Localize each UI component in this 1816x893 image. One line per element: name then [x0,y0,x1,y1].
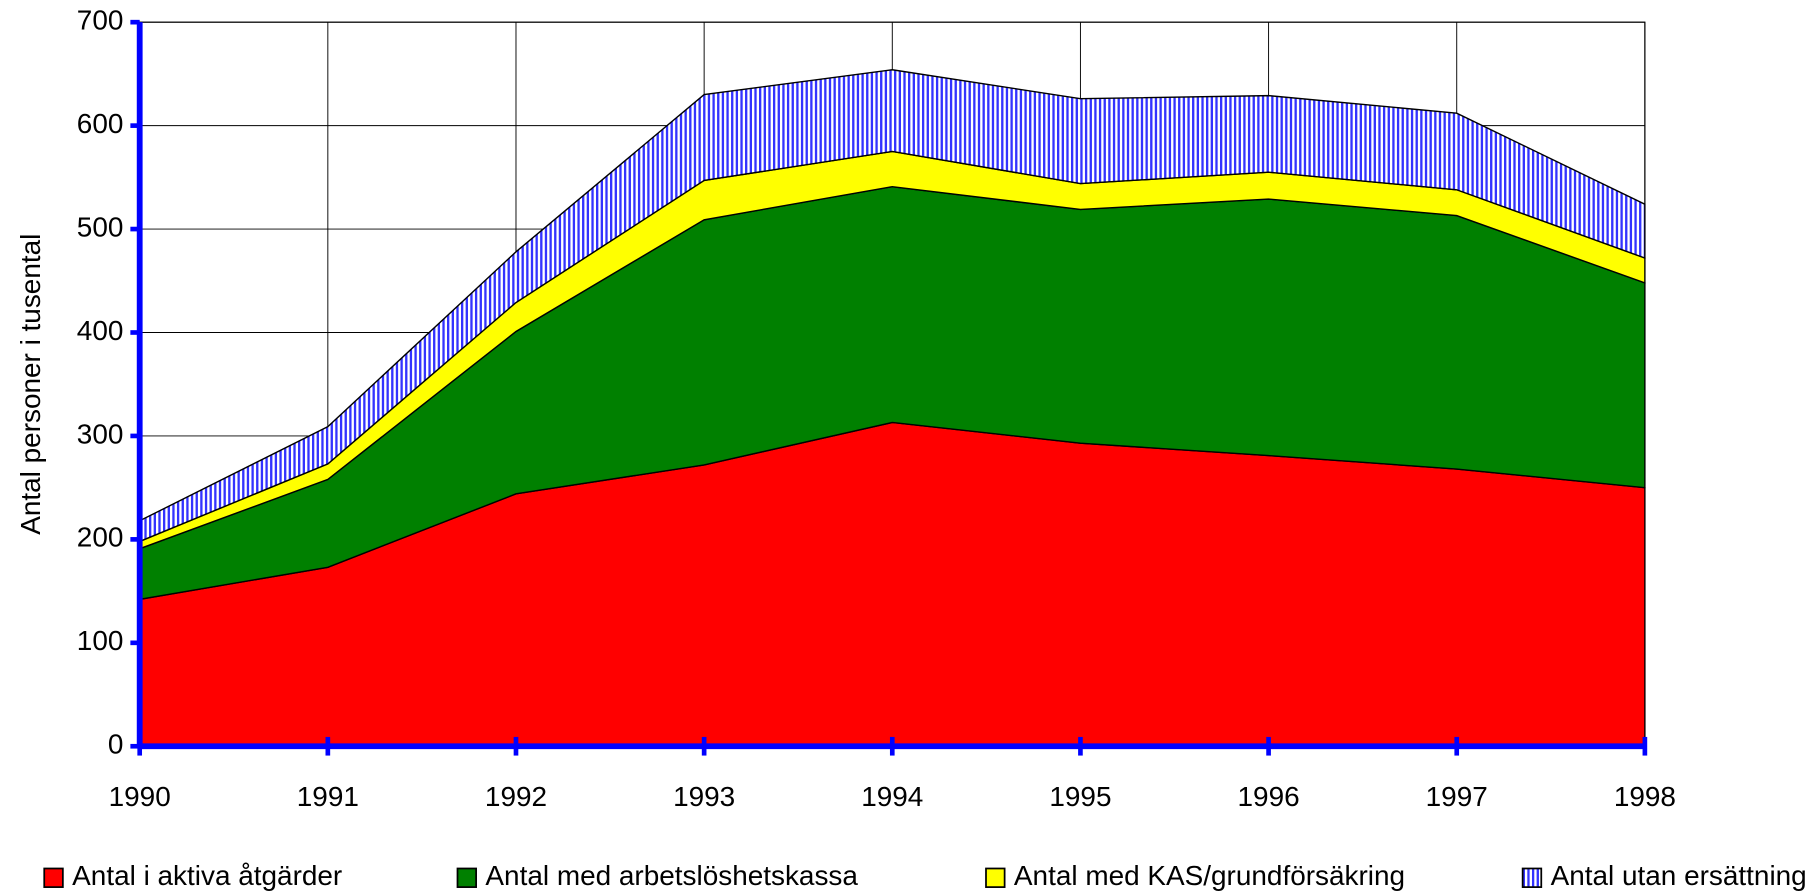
x-tick-label: 1992 [485,781,547,812]
x-tick-label: 1994 [861,781,923,812]
legend-swatch [456,867,477,888]
legend-label: Antal med KAS/grundförsäkring [1014,860,1405,891]
x-tick-label: 1996 [1238,781,1300,812]
y-tick-label: 500 [77,211,124,242]
y-tick-label: 100 [77,625,124,656]
legend-label: Antal utan ersättning [1551,860,1807,891]
y-axis-label: Antal personer i tusental [15,234,46,535]
y-tick-label: 0 [108,729,124,760]
y-tick-label: 700 [77,5,124,36]
x-tick-label: 1993 [673,781,735,812]
legend-swatch [43,867,64,888]
x-tick-label: 1997 [1426,781,1488,812]
legend-label: Antal med arbetslöshetskassa [485,860,858,891]
area [138,69,1646,543]
y-tick-label: 300 [77,418,124,449]
x-tick-label: 1990 [109,781,171,812]
legend-swatch [1521,867,1543,888]
y-tick-label: 400 [77,315,124,346]
y-tick-label: 200 [77,522,124,553]
legend-swatch [985,867,1006,888]
x-tick-label: 1998 [1614,781,1676,812]
y-tick-label: 600 [77,108,124,139]
x-tick-label: 1995 [1049,781,1111,812]
legend-label: Antal i aktiva åtgärder [72,860,342,891]
x-tick-label: 1991 [297,781,359,812]
